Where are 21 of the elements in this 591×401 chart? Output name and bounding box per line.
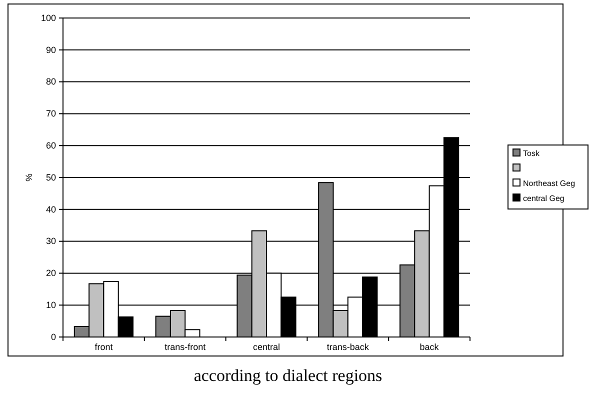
x-tick-label: central — [252, 342, 280, 352]
text: according to dialect regions — [194, 366, 382, 385]
y-tick-label: 30 — [46, 236, 56, 246]
y-axis-title: % — [24, 173, 34, 182]
y-tick-label: 90 — [46, 44, 56, 55]
legend-label: Tosk — [523, 149, 540, 158]
x-tick-label: trans-front — [164, 342, 206, 352]
x-tick-label: front — [94, 342, 114, 352]
y-tick-label: 100 — [40, 12, 56, 23]
y-tick-label: 10 — [46, 300, 56, 310]
y-tick-label: 20 — [46, 268, 56, 278]
legend-label: central Geg — [523, 194, 564, 203]
y-tick-label: 70 — [46, 108, 56, 119]
y-tick-label: 60 — [46, 140, 56, 150]
y-tick-label: 80 — [46, 76, 56, 87]
legend-label: Northeast Geg — [523, 179, 576, 188]
y-tick-label: 0 — [50, 332, 56, 342]
x-tick-label: back — [420, 342, 440, 352]
y-tick-label: 40 — [46, 204, 56, 214]
y-tick-label: 50 — [46, 172, 56, 182]
x-tick-label: trans-back — [326, 342, 370, 352]
